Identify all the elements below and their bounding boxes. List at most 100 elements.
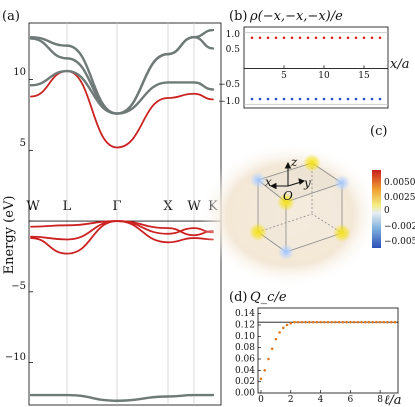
positive-charge-blob <box>303 154 321 172</box>
negative-charge-blob <box>334 175 350 191</box>
d-data-point <box>322 320 326 324</box>
kpoint-label: X <box>163 199 173 214</box>
b-data-point <box>314 97 318 101</box>
negative-charge-blob <box>278 244 294 260</box>
band-line <box>30 220 214 255</box>
charge-density-plot <box>244 32 388 105</box>
positive-charge-blob <box>277 193 295 211</box>
d-data-point <box>319 320 322 324</box>
a-ytick: −5 <box>11 281 26 292</box>
axis-x-label: x <box>265 175 272 189</box>
b-data-point <box>370 97 374 101</box>
b-data-point <box>378 97 382 101</box>
d-data-point <box>267 357 270 361</box>
b-data-point <box>274 97 278 101</box>
origin-label: O <box>283 189 293 203</box>
d-data-point <box>375 320 378 324</box>
panel-a-ylabel: Energy (eV) <box>2 196 17 275</box>
d-ytick: 0.00 <box>235 389 255 399</box>
d-data-point <box>330 320 334 324</box>
colorbar-tick: 0.0025 <box>384 193 415 203</box>
b-data-point <box>354 36 358 40</box>
d-ytick: 0.02 <box>235 377 255 387</box>
total-charge-plot <box>258 313 398 394</box>
colorbar-tick: 0 <box>384 206 390 216</box>
d-data-point <box>337 320 341 324</box>
d-ytick: 0.14 <box>235 309 255 319</box>
d-data-point <box>382 320 386 324</box>
d-data-point <box>282 326 285 330</box>
d-data-point <box>356 320 360 324</box>
panel-d-xticks: 0 2 4 6 8 <box>258 395 383 405</box>
b-ytick: −0.5 <box>218 80 240 90</box>
d-data-point <box>259 377 263 381</box>
panel-b-ylabel: ρ(−x,−x,−x)/e <box>249 9 343 24</box>
b-data-point <box>250 36 254 40</box>
d-data-point <box>341 320 345 324</box>
b-data-point <box>370 36 374 40</box>
b-data-point <box>346 36 350 40</box>
d-data-point <box>378 320 382 324</box>
d-ytick: 0.12 <box>235 321 255 331</box>
b-data-point <box>266 36 270 40</box>
band-line <box>30 220 214 235</box>
d-data-point <box>371 320 374 324</box>
d-data-point <box>389 320 393 324</box>
band-line <box>30 220 214 241</box>
b-data-point <box>282 97 286 101</box>
d-xtick: 2 <box>288 395 294 405</box>
b-ytick: −1.0 <box>218 97 240 107</box>
b-data-point <box>282 36 286 40</box>
b-data-point <box>378 36 382 40</box>
b-data-point <box>354 97 358 101</box>
panel-a-kpoint-labels: W L Γ X W K <box>26 199 218 214</box>
b-data-point <box>346 97 350 101</box>
b-data-point <box>362 36 366 40</box>
b-data-point <box>338 97 342 101</box>
panel-d-ylabel: Q_c/e <box>250 290 287 305</box>
kpoint-label: W <box>26 199 40 214</box>
cube-right-face <box>286 183 342 252</box>
negative-charge-blob <box>250 172 266 188</box>
b-data-point <box>330 97 334 101</box>
panel-b-xlabel: x/a <box>390 57 409 72</box>
band-line <box>29 28 215 115</box>
panel-c-tag: (c) <box>370 124 387 139</box>
b-data-point <box>338 36 342 40</box>
d-data-point <box>334 320 337 324</box>
d-data-point <box>386 320 389 324</box>
b-data-point <box>306 36 310 40</box>
colorbar <box>372 170 381 248</box>
d-ytick: 0.04 <box>235 366 255 376</box>
d-ytick: 0.10 <box>235 332 255 342</box>
b-xtick: 5 <box>281 71 287 81</box>
d-data-point <box>263 369 267 372</box>
b-data-point <box>250 97 254 101</box>
b-data-point <box>258 97 262 101</box>
d-data-point <box>352 320 356 324</box>
band-structure-plot <box>29 23 221 405</box>
b-data-point <box>322 97 326 101</box>
panel-a-frame <box>28 22 222 406</box>
b-data-point <box>298 97 302 101</box>
b-data-point <box>314 36 318 40</box>
b-data-point <box>298 36 302 40</box>
b-data-point <box>330 36 334 40</box>
colorbar-tick: −0.0050 <box>384 237 415 247</box>
panel-d-xlabel: ℓ/a <box>384 393 402 407</box>
panel-a-tag: (a) <box>2 9 20 24</box>
coordinate-axes <box>269 161 306 190</box>
d-data-point <box>278 331 281 334</box>
a-ytick: 5 <box>20 138 26 149</box>
d-ytick: 0.06 <box>235 355 255 365</box>
d-data-point <box>345 320 348 324</box>
d-data-point <box>349 320 352 324</box>
d-data-point <box>285 323 289 327</box>
d-xtick: 4 <box>318 395 324 405</box>
d-xtick: 0 <box>258 395 264 405</box>
a-ytick: −10 <box>5 352 26 363</box>
d-data-point <box>360 320 363 324</box>
d-data-point <box>308 320 311 324</box>
positive-charge-blob <box>333 224 351 242</box>
